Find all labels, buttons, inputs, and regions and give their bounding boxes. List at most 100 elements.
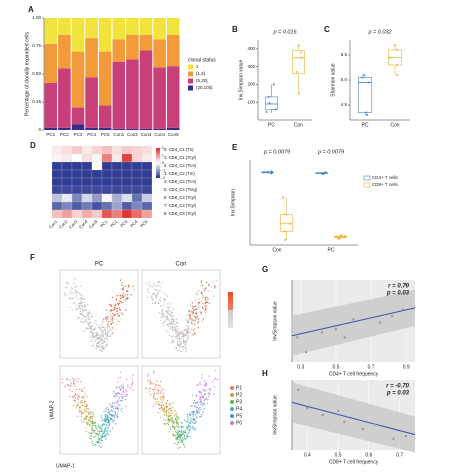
umap-cell — [194, 333, 197, 335]
umap-cell — [165, 412, 167, 414]
umap-cell — [104, 329, 107, 332]
umap-cell — [85, 327, 87, 330]
confidence-band — [292, 382, 415, 453]
umap-cell — [198, 320, 200, 323]
umap-cell — [101, 342, 104, 344]
umap-cell — [152, 389, 154, 391]
point — [304, 350, 308, 354]
umap-cell — [76, 380, 79, 383]
umap-cell — [111, 319, 113, 321]
umap-cell — [111, 317, 114, 320]
umap-cell — [106, 414, 108, 416]
point — [334, 328, 338, 331]
umap-cell — [103, 410, 105, 412]
umap-cell — [178, 426, 180, 428]
umap-cell — [104, 434, 107, 436]
umap-cell — [91, 440, 94, 443]
umap-cell — [191, 318, 193, 320]
umap-cell — [197, 302, 200, 305]
umap-cell — [79, 302, 82, 305]
umap-cell — [111, 402, 114, 404]
umap-cell — [96, 440, 99, 443]
umap-cell — [73, 279, 75, 281]
umap-cell — [214, 285, 216, 288]
point — [373, 423, 377, 426]
umap-cell — [165, 413, 168, 415]
umap-cell — [90, 331, 93, 334]
bar-segment — [112, 18, 126, 40]
umap-cell — [69, 306, 71, 309]
umap-cell — [92, 415, 95, 417]
umap-cell — [154, 384, 157, 387]
umap-cell — [189, 314, 191, 317]
umap-cell — [80, 285, 82, 287]
umap-cell — [194, 402, 197, 405]
umap-cell — [131, 381, 134, 383]
umap-cell — [177, 336, 180, 339]
umap-cell — [101, 323, 104, 325]
umap-cell — [100, 416, 103, 419]
umap-cell — [195, 312, 198, 314]
umap-cell — [194, 429, 196, 431]
colorbar-step — [156, 161, 160, 164]
umap-cell — [107, 418, 109, 421]
umap-cell — [78, 292, 81, 295]
umap-cell — [186, 349, 188, 351]
umap-cell — [184, 341, 186, 343]
bar-segment — [71, 18, 85, 52]
umap-cell — [97, 334, 100, 336]
umap-cell — [167, 416, 170, 418]
umap-cell — [156, 297, 158, 299]
umap-cell — [177, 430, 180, 433]
heatmap-cell — [121, 185, 133, 195]
umap-cell — [184, 329, 186, 332]
x-tick-label: 0.9 — [403, 364, 410, 370]
point — [299, 51, 302, 54]
umap-cell — [185, 427, 188, 429]
umap-cell — [114, 406, 117, 408]
point — [404, 434, 407, 438]
umap-cell — [106, 407, 108, 409]
heatmap-cell — [141, 177, 153, 187]
bar-segment — [126, 59, 139, 129]
umap-cell — [153, 370, 155, 373]
heatmap-cell — [81, 193, 93, 203]
umap-cell — [205, 383, 207, 386]
point — [337, 238, 340, 241]
umap-cell — [113, 307, 115, 310]
umap-cell — [112, 420, 114, 423]
umap-cell — [71, 396, 74, 398]
heatmap-cell — [101, 209, 113, 219]
umap-cell — [81, 397, 83, 399]
legend-dot — [230, 414, 234, 418]
umap-cell — [66, 378, 68, 381]
umap-cell — [124, 298, 127, 301]
umap-cell — [81, 305, 83, 307]
umap-cell — [104, 414, 106, 416]
umap-cell — [91, 422, 93, 425]
umap-cell — [195, 411, 198, 414]
umap-cell — [194, 318, 197, 320]
umap-cell — [95, 441, 97, 443]
umap-cell — [203, 380, 206, 382]
umap-cell — [106, 432, 108, 435]
umap-cell — [78, 409, 80, 412]
umap-cell — [179, 330, 182, 332]
umap-cell — [212, 281, 215, 283]
umap-cell — [90, 410, 92, 413]
umap-cell — [80, 416, 83, 418]
umap-cell — [116, 310, 118, 312]
umap-cell — [113, 414, 116, 416]
umap-cell — [162, 404, 164, 407]
umap-cell — [95, 444, 97, 446]
umap-cell — [115, 323, 118, 325]
bar-segment — [153, 39, 166, 68]
umap-cell — [198, 301, 201, 303]
umap-cell — [170, 311, 173, 313]
umap-cell — [86, 423, 89, 426]
umap-cell — [102, 331, 105, 333]
umap-cell — [93, 336, 96, 339]
umap-cell — [79, 297, 81, 299]
umap-cell — [187, 418, 189, 420]
